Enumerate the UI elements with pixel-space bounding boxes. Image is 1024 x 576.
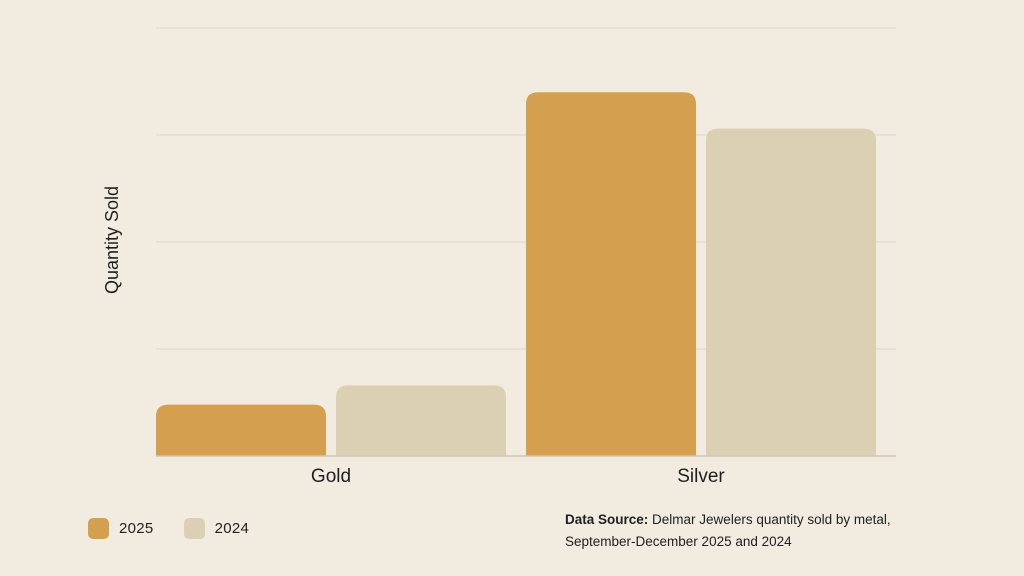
data-source-key: Data Source: bbox=[565, 512, 649, 527]
legend-swatch-2025 bbox=[88, 518, 109, 539]
x-tick-label-silver: Silver bbox=[677, 466, 725, 487]
data-source-note: Data Source: Delmar Jewelers quantity so… bbox=[565, 509, 895, 553]
legend-label-2025: 2025 bbox=[119, 520, 154, 537]
legend-item-2024: 2024 bbox=[183, 518, 250, 539]
legend: 2025 2024 bbox=[88, 518, 279, 539]
x-tick-label-gold: Gold bbox=[311, 466, 351, 487]
legend-label-2024: 2024 bbox=[214, 520, 250, 537]
bar-gold-2024 bbox=[336, 385, 506, 456]
data-source-text: Delmar Jewelers quantity sold by metal, … bbox=[565, 512, 891, 549]
bar-chart: Gold Silver Quantity Sold bbox=[102, 27, 896, 487]
y-axis-label: Quantity Sold bbox=[102, 186, 122, 294]
legend-item-2025: 2025 bbox=[88, 518, 154, 539]
bar-silver-2025 bbox=[526, 92, 696, 456]
bar-gold-2025 bbox=[156, 404, 326, 456]
bar-silver-2024 bbox=[706, 128, 876, 456]
legend-swatch-2024 bbox=[183, 518, 205, 539]
